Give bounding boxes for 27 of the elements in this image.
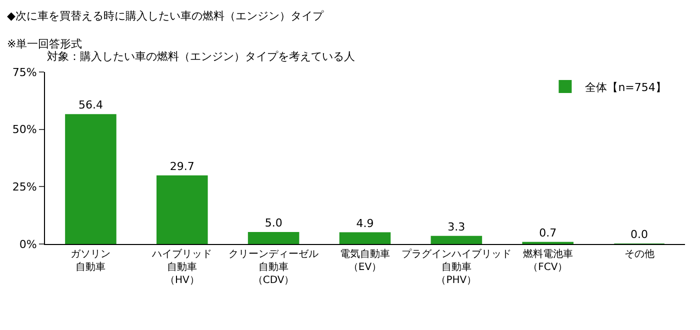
x-tick-label: 燃料電池車（FCV） <box>522 248 573 273</box>
chart-title: ◆次に車を買替える時に購入したい車の燃料（エンジン）タイプ <box>7 9 324 22</box>
y-tick-label: 50% <box>12 123 37 136</box>
text: 0.0 <box>630 228 648 241</box>
chart-subtitle: ※単一回答形式 <box>7 38 82 51</box>
text: 5.0 <box>264 216 282 230</box>
x-tick-label: プラグインハイブリッド自動車（PHV） <box>401 248 512 286</box>
text: 56.4 <box>78 98 103 112</box>
x-tick-label: クリーンディーゼル自動車（CDV） <box>228 249 319 286</box>
bar <box>156 175 208 244</box>
x-tick-label: ハイブリッド自動車（HV） <box>151 248 212 286</box>
y-tick-label: 25% <box>12 180 37 194</box>
text: 対象：購入したい車の燃料（エンジン）タイプを考えている人 <box>47 50 355 63</box>
bar <box>65 114 116 244</box>
bar <box>339 232 391 244</box>
text: 29.7 <box>170 160 194 173</box>
y-tick-label: 0% <box>19 238 37 251</box>
text: 3.3 <box>448 220 466 234</box>
legend-label: 全体【n=754】 <box>585 80 666 94</box>
text: 4.9 <box>356 216 374 230</box>
y-tick-label: 75% <box>12 66 37 79</box>
x-tick-label: 電気自動車（EV） <box>340 248 390 273</box>
x-tick-label: その他 <box>624 248 654 260</box>
text: 0.7 <box>539 226 557 240</box>
bar <box>248 232 300 244</box>
x-tick-label: ガソリン自動車 <box>70 249 111 273</box>
bar <box>430 236 482 244</box>
